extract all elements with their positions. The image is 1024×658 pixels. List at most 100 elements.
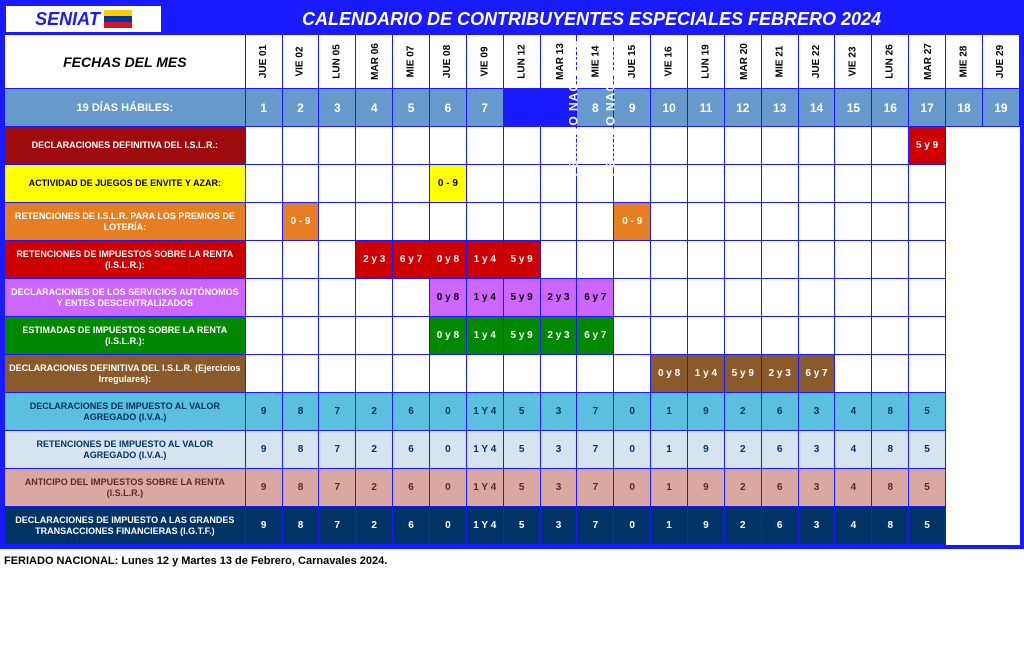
calendar-cell — [577, 241, 614, 279]
table-row: ESTIMADAS DE IMPUESTOS SOBRE LA RENTA (I… — [5, 317, 1020, 355]
calendar-cell: 1 Y 4 — [466, 507, 503, 545]
calendar-cell — [835, 317, 872, 355]
calendar-cell — [614, 355, 651, 393]
calendar-cell — [393, 279, 430, 317]
calendar-cell: 9 — [688, 393, 725, 431]
dias-habiles-cell: 17 — [909, 89, 946, 127]
calendar-cell — [466, 165, 503, 203]
row-label: DECLARACIONES DEFINITIVA DEL I.S.L.R.: — [5, 127, 246, 165]
calendar-cell — [503, 165, 540, 203]
calendar-cell — [429, 127, 466, 165]
calendar-cell: 2 — [724, 507, 761, 545]
calendar-cell — [466, 203, 503, 241]
calendar-cell — [651, 279, 688, 317]
calendar-cell: 3 — [540, 469, 577, 507]
calendar-cell — [319, 279, 356, 317]
row-label: DECLARACIONES DE IMPUESTO AL VALOR AGREG… — [5, 393, 246, 431]
calendar-cell — [356, 203, 393, 241]
calendar-cell: 5 — [503, 431, 540, 469]
calendar-cell — [651, 241, 688, 279]
calendar-cell — [872, 355, 909, 393]
calendar-cell: 1 y 4 — [466, 279, 503, 317]
dias-habiles-label: 19 DÍAS HÁBILES: — [5, 89, 246, 127]
date-header: MIE 28 — [946, 35, 983, 89]
calendar-cell: 9 — [688, 431, 725, 469]
calendar-cell: 0 — [429, 393, 466, 431]
calendar-cell: 3 — [798, 431, 835, 469]
flag-icon — [104, 10, 132, 28]
calendar-table: FECHAS DEL MES JUE 01VIE 02LUN 05MAR 06M… — [4, 34, 1020, 545]
dias-habiles-cell: 3 — [319, 89, 356, 127]
calendar-cell — [872, 241, 909, 279]
calendar-cell — [245, 241, 282, 279]
calendar-cell — [724, 165, 761, 203]
calendar-cell — [688, 127, 725, 165]
date-header: JUE 29 — [982, 35, 1019, 89]
calendar-cell — [688, 241, 725, 279]
calendar-cell — [356, 317, 393, 355]
calendar-title: CALENDARIO DE CONTRIBUYENTES ESPECIALES … — [163, 9, 1020, 30]
calendar-cell: 0 — [614, 507, 651, 545]
calendar-cell — [282, 165, 319, 203]
calendar-cell — [429, 355, 466, 393]
calendar-cell: 9 — [245, 469, 282, 507]
calendar-cell: 2 y 3 — [540, 279, 577, 317]
calendar-cell — [429, 203, 466, 241]
calendar-cell: 4 — [835, 469, 872, 507]
row-label: ACTIVIDAD DE JUEGOS DE ENVITE Y AZAR: — [5, 165, 246, 203]
calendar-cell — [319, 165, 356, 203]
calendar-cell — [651, 165, 688, 203]
date-header: JUE 08 — [429, 35, 466, 89]
calendar-cell — [872, 203, 909, 241]
calendar-cell — [872, 165, 909, 203]
calendar-cell — [393, 203, 430, 241]
dias-habiles-cell: 1 — [245, 89, 282, 127]
row-label: RETENCIONES DE IMPUESTOS SOBRE LA RENTA … — [5, 241, 246, 279]
calendar-cell: 9 — [688, 507, 725, 545]
dias-habiles-cell: 6 — [429, 89, 466, 127]
calendar-cell: 1 Y 4 — [466, 393, 503, 431]
calendar-cell: 8 — [872, 469, 909, 507]
date-header: JUE 15 — [614, 35, 651, 89]
calendar-cell — [245, 165, 282, 203]
calendar-cell: 0 — [614, 431, 651, 469]
calendar-cell — [614, 127, 651, 165]
calendar-cell: 0 — [429, 507, 466, 545]
calendar-cell — [503, 355, 540, 393]
calendar-cell — [761, 203, 798, 241]
calendar-cell: 8 — [872, 393, 909, 431]
calendar-cell: 6 — [761, 431, 798, 469]
calendar-cell — [872, 317, 909, 355]
calendar-cell: 2 — [724, 469, 761, 507]
calendar-cell: 5 y 9 — [503, 279, 540, 317]
calendar-cell — [245, 317, 282, 355]
calendar-cell — [724, 279, 761, 317]
calendar-cell: 5 y 9 — [724, 355, 761, 393]
calendar-cell — [651, 317, 688, 355]
dias-habiles-cell: 7 — [466, 89, 503, 127]
calendar-cell: 6 — [761, 393, 798, 431]
calendar-cell: 6 — [393, 469, 430, 507]
calendar-cell: 3 — [798, 393, 835, 431]
calendar-cell — [393, 317, 430, 355]
calendar-cell — [319, 203, 356, 241]
calendar-cell: 5 — [909, 393, 946, 431]
calendar-cell: 5 — [909, 469, 946, 507]
date-header: VIE 09 — [466, 35, 503, 89]
calendar-cell: 0 y 8 — [429, 279, 466, 317]
date-header: JUE 01 — [245, 35, 282, 89]
calendar-cell: 0 - 9 — [614, 203, 651, 241]
dias-habiles-cell: 11 — [688, 89, 725, 127]
date-header: MAR 20 — [724, 35, 761, 89]
calendar-cell — [909, 317, 946, 355]
calendar-cell — [393, 127, 430, 165]
row-label: RETENCIONES DE I.S.L.R. PARA LOS PREMIOS… — [5, 203, 246, 241]
calendar-cell: 6 — [761, 469, 798, 507]
calendar-cell: 6 — [393, 507, 430, 545]
calendar-cell: 1 — [651, 431, 688, 469]
date-header: LUN 19 — [688, 35, 725, 89]
date-header: MAR 06 — [356, 35, 393, 89]
calendar-cell — [798, 317, 835, 355]
calendar-cell — [319, 241, 356, 279]
date-header: VIE 16 — [651, 35, 688, 89]
